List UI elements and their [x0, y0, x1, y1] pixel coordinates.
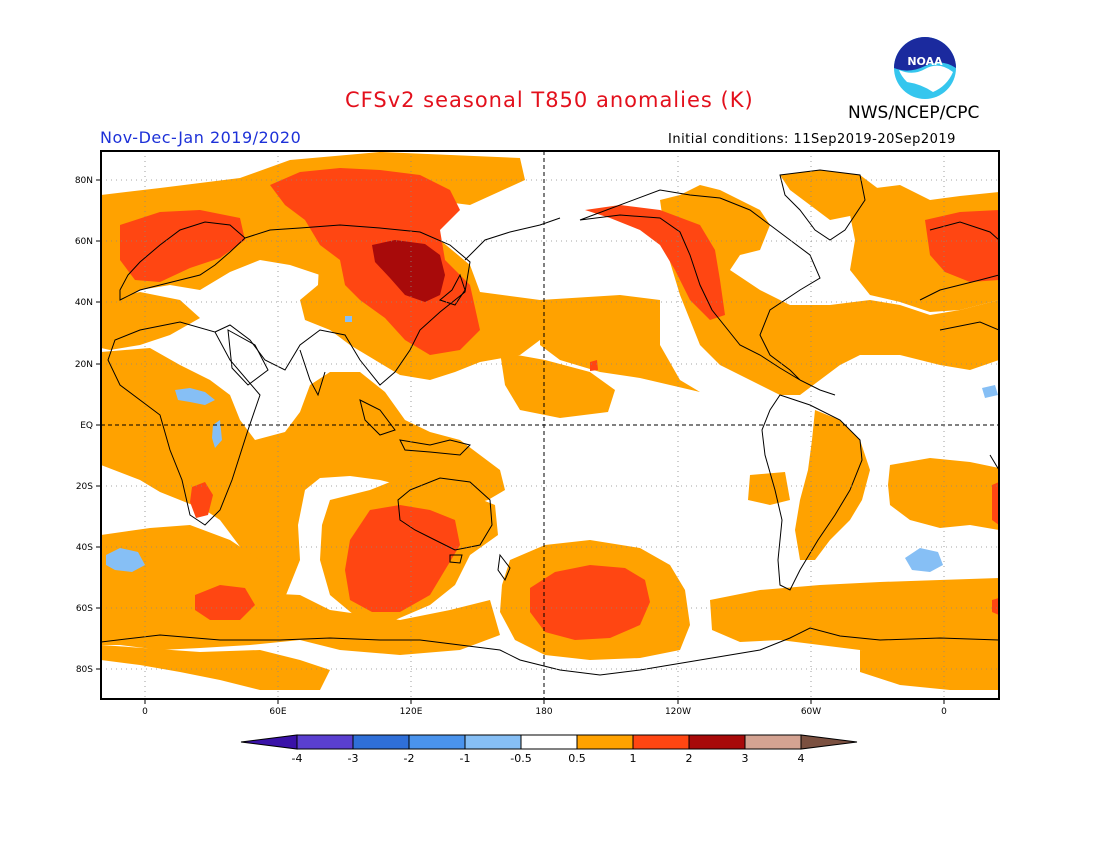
lon-label: 60E [269, 707, 286, 717]
noaa-logo: NOAA [894, 37, 956, 99]
lon-label: 120E [400, 707, 423, 717]
lat-label: 20N [75, 360, 93, 370]
colorbar: -4 -3 -2 -1 -0.5 0.5 1 2 3 4 [240, 734, 858, 765]
svg-text:NOAA: NOAA [907, 55, 943, 68]
equator-dateline [101, 151, 999, 699]
lat-label: 60N [75, 237, 93, 247]
lat-label: 80N [75, 176, 93, 186]
colorbar-label: -4 [292, 752, 303, 765]
colorbar-label: 2 [686, 752, 693, 765]
colorbar-label: 3 [742, 752, 749, 765]
colorbar-segment [576, 734, 634, 750]
lat-label: 40N [75, 298, 93, 308]
lon-label: 120W [665, 707, 691, 717]
anomaly-blue-layer [106, 316, 998, 572]
colorbar-label: -3 [348, 752, 359, 765]
colorbar-segment [520, 734, 578, 750]
colorbar-segment [464, 734, 522, 750]
initial-conditions: Initial conditions: 11Sep2019-20Sep2019 [668, 132, 956, 147]
lon-label: 60W [801, 707, 821, 717]
anomaly-fields [101, 152, 999, 690]
colorbar-segment [296, 734, 354, 750]
lon-label: 0 [941, 707, 947, 717]
anomaly-darkred-layer [372, 240, 445, 302]
lat-label: 20S [76, 482, 93, 492]
colorbar-label: -2 [404, 752, 415, 765]
colorbar-label: -1 [460, 752, 471, 765]
agency-label: NWS/NCEP/CPC [848, 103, 980, 123]
colorbar-segment [408, 734, 466, 750]
colorbar-arrow-high [800, 734, 858, 750]
colorbar-segment [632, 734, 690, 750]
forecast-period: Nov-Dec-Jan 2019/2020 [100, 128, 302, 147]
colorbar-segment [744, 734, 802, 750]
longitude-labels: 0 60E 120E 180 120W 60W 0 [142, 707, 947, 717]
colorbar-arrow-low [240, 734, 298, 750]
lon-label: 180 [535, 707, 552, 717]
colorbar-segment [352, 734, 410, 750]
lat-label: EQ [80, 421, 93, 431]
lat-label: 80S [76, 665, 93, 675]
map-title: CFSv2 seasonal T850 anomalies (K) [345, 88, 754, 112]
colorbar-label: 1 [630, 752, 637, 765]
lat-label: 40S [76, 543, 93, 553]
latitude-labels: 80N 60N 40N 20N EQ 20S 40S 60S 80S [75, 176, 93, 675]
colorbar-segment [688, 734, 746, 750]
colorbar-label: 4 [798, 752, 805, 765]
lon-label: 0 [142, 707, 148, 717]
tick-marks [96, 179, 945, 704]
lat-label: 60S [76, 604, 93, 614]
colorbar-label: -0.5 [510, 752, 531, 765]
colorbar-label: 0.5 [568, 752, 586, 765]
